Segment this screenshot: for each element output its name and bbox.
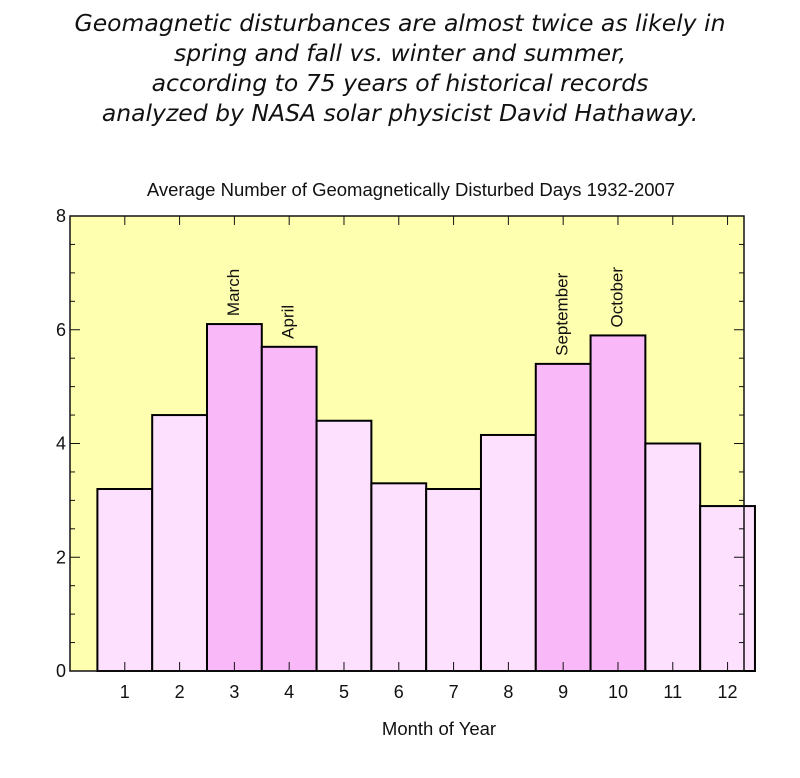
x-tick-label: 7 (449, 682, 459, 702)
x-tick-label: 4 (284, 682, 294, 702)
bar-label-september: September (553, 272, 572, 355)
bar-month-7 (425, 488, 482, 672)
bar-month-4 (260, 345, 318, 672)
bar-month-9 (534, 362, 592, 672)
bar-label-april: April (279, 305, 298, 339)
bar-month-5 (315, 419, 373, 672)
x-axis-label: Month of Year (382, 718, 496, 739)
headline-line-2: spring and fall vs. winter and summer, (173, 39, 627, 67)
x-tick-label: 5 (339, 682, 349, 702)
bar-month-3 (205, 323, 263, 672)
x-tick-label: 9 (558, 682, 568, 702)
bar-label-march: March (224, 269, 243, 316)
x-tick-label: 12 (718, 682, 738, 702)
bar-month-11 (644, 442, 702, 672)
headline: Geomagnetic disturbances are almost twic… (0, 8, 800, 128)
bar-month-12 (699, 505, 756, 672)
bar-month-1 (96, 488, 154, 672)
headline-line-3: according to 75 years of historical reco… (151, 69, 649, 97)
x-tick-label: 11 (663, 682, 682, 702)
bar-month-10 (589, 334, 647, 672)
x-tick-label: 8 (503, 682, 513, 702)
y-tick-label: 6 (56, 320, 66, 340)
y-tick-label: 8 (56, 206, 66, 226)
y-tick-label: 2 (56, 547, 66, 567)
x-tick-label: 3 (229, 682, 239, 702)
x-tick-label: 6 (394, 682, 404, 702)
headline-line-1: Geomagnetic disturbances are almost twic… (74, 9, 726, 37)
bar-label-october: October (607, 267, 626, 328)
bar-month-2 (151, 414, 208, 672)
x-tick-label: 10 (608, 682, 628, 702)
bar-month-6 (370, 482, 428, 672)
bar-month-8 (479, 433, 537, 672)
y-tick-label: 0 (56, 661, 66, 681)
chart-title: Average Number of Geomagnetically Distur… (147, 179, 675, 200)
headline-line-4: analyzed by NASA solar physicist David H… (101, 99, 699, 127)
x-tick-label: 2 (175, 682, 185, 702)
y-tick-label: 4 (56, 434, 66, 454)
x-tick-label: 1 (120, 682, 130, 702)
